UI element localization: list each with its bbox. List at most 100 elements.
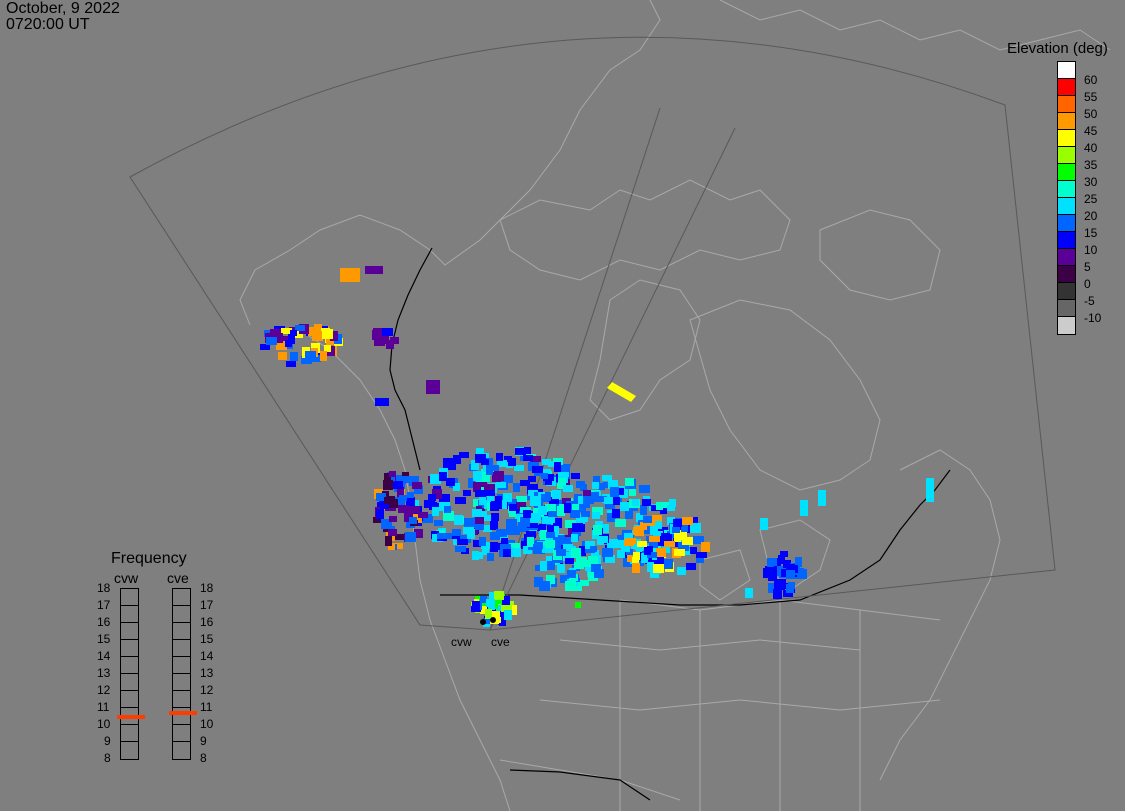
echo-cell bbox=[320, 351, 327, 361]
echo-cell bbox=[530, 513, 541, 523]
echo-cell bbox=[508, 458, 516, 466]
echo-cell bbox=[590, 546, 597, 552]
echo-cell bbox=[434, 520, 443, 526]
echo-cell bbox=[399, 495, 407, 501]
echo-cell bbox=[340, 268, 360, 282]
echo-cell bbox=[528, 476, 536, 482]
echo-cell bbox=[682, 537, 693, 545]
frequency-tick-left: 18 bbox=[97, 581, 111, 595]
echo-cell bbox=[583, 496, 594, 504]
echo-cell bbox=[473, 540, 483, 547]
echo-cell bbox=[550, 526, 559, 535]
echo-cell bbox=[373, 517, 381, 523]
frequency-tick-left: 8 bbox=[104, 751, 111, 765]
echo-cell bbox=[540, 530, 547, 540]
echo-cell bbox=[778, 555, 785, 564]
echo-cell bbox=[490, 502, 499, 511]
echo-cell bbox=[681, 524, 688, 532]
echo-cell bbox=[556, 537, 567, 545]
echo-cell bbox=[430, 474, 441, 484]
frequency-tick-right: 14 bbox=[200, 649, 214, 663]
echo-cell bbox=[490, 532, 500, 540]
colorbar-cell bbox=[1058, 317, 1075, 334]
colorbar-cell bbox=[1058, 147, 1075, 164]
echo-cell bbox=[312, 355, 321, 362]
site-marker-cvw bbox=[480, 619, 486, 625]
echo-cell bbox=[503, 549, 511, 557]
echo-cell bbox=[580, 580, 589, 586]
colorbar-cell bbox=[1058, 62, 1075, 79]
frequency-tick-right: 16 bbox=[200, 615, 214, 629]
echo-cell bbox=[326, 338, 334, 345]
colorbar-title: Elevation (deg) bbox=[1007, 40, 1108, 57]
echo-cell bbox=[625, 478, 634, 486]
echo-cell bbox=[610, 487, 619, 497]
echo-cell bbox=[595, 521, 603, 528]
echo-cell bbox=[745, 588, 753, 598]
echo-cell bbox=[395, 481, 403, 489]
echo-cell bbox=[455, 497, 466, 504]
echo-cell bbox=[617, 550, 625, 558]
echo-cell bbox=[593, 476, 600, 486]
echo-cell bbox=[573, 530, 581, 536]
echo-cell bbox=[647, 562, 654, 572]
echo-cell bbox=[405, 532, 416, 542]
echo-cell bbox=[565, 581, 576, 591]
echo-cell bbox=[432, 507, 439, 516]
echo-cell bbox=[490, 542, 498, 552]
echo-cell bbox=[266, 337, 277, 345]
echo-cell bbox=[602, 475, 612, 481]
echo-cell bbox=[588, 556, 598, 564]
echo-cell bbox=[324, 345, 331, 352]
echo-cell bbox=[428, 494, 436, 501]
echo-cell bbox=[613, 497, 620, 505]
frequency-tick-right: 12 bbox=[200, 683, 214, 697]
colorbar-label: 25 bbox=[1084, 192, 1098, 206]
echo-cell bbox=[657, 557, 664, 564]
echo-cell bbox=[383, 480, 393, 490]
radar-name-cvw: cvw bbox=[114, 570, 139, 586]
echo-cell bbox=[439, 472, 447, 481]
echo-cell bbox=[503, 493, 512, 502]
echo-cell bbox=[514, 465, 524, 471]
echo-cell bbox=[615, 519, 626, 527]
echo-cell bbox=[497, 460, 507, 467]
echo-cell bbox=[286, 361, 296, 367]
echo-cell bbox=[526, 531, 536, 538]
echo-cell bbox=[653, 531, 663, 539]
echo-cell bbox=[542, 516, 552, 524]
colorbar-label: 20 bbox=[1084, 209, 1098, 223]
colorbar-cell bbox=[1058, 249, 1075, 266]
echo-cell bbox=[558, 470, 569, 477]
echo-cell bbox=[530, 456, 541, 462]
echo-cell bbox=[512, 526, 520, 535]
echo-cell bbox=[594, 569, 604, 578]
echo-cell bbox=[579, 546, 586, 556]
echo-cell bbox=[643, 516, 652, 523]
echo-cell bbox=[463, 490, 471, 496]
echo-cell bbox=[636, 513, 643, 522]
echo-cell bbox=[563, 537, 572, 546]
echo-cell bbox=[640, 522, 647, 530]
colorbar-cell bbox=[1058, 232, 1075, 249]
echo-cell bbox=[394, 543, 403, 549]
echo-cell bbox=[276, 333, 283, 343]
echo-cell bbox=[642, 499, 651, 506]
echo-cell bbox=[312, 331, 323, 341]
echo-cell bbox=[528, 490, 538, 496]
echo-cell bbox=[601, 524, 609, 533]
echo-cell bbox=[484, 484, 495, 490]
radar-name-cve: cve bbox=[167, 570, 189, 586]
echo-cell bbox=[389, 471, 396, 477]
echo-cell bbox=[780, 551, 788, 557]
echo-cell bbox=[701, 542, 710, 552]
echo-cell bbox=[558, 478, 566, 486]
echo-cell bbox=[330, 331, 338, 341]
elevation-colorbar bbox=[1057, 61, 1076, 335]
echo-cell bbox=[444, 506, 451, 513]
echo-cell bbox=[545, 540, 555, 548]
echo-cell bbox=[452, 529, 461, 536]
echo-cell bbox=[541, 473, 548, 479]
colorbar-label: 5 bbox=[1084, 260, 1091, 274]
echo-cell bbox=[682, 517, 693, 525]
